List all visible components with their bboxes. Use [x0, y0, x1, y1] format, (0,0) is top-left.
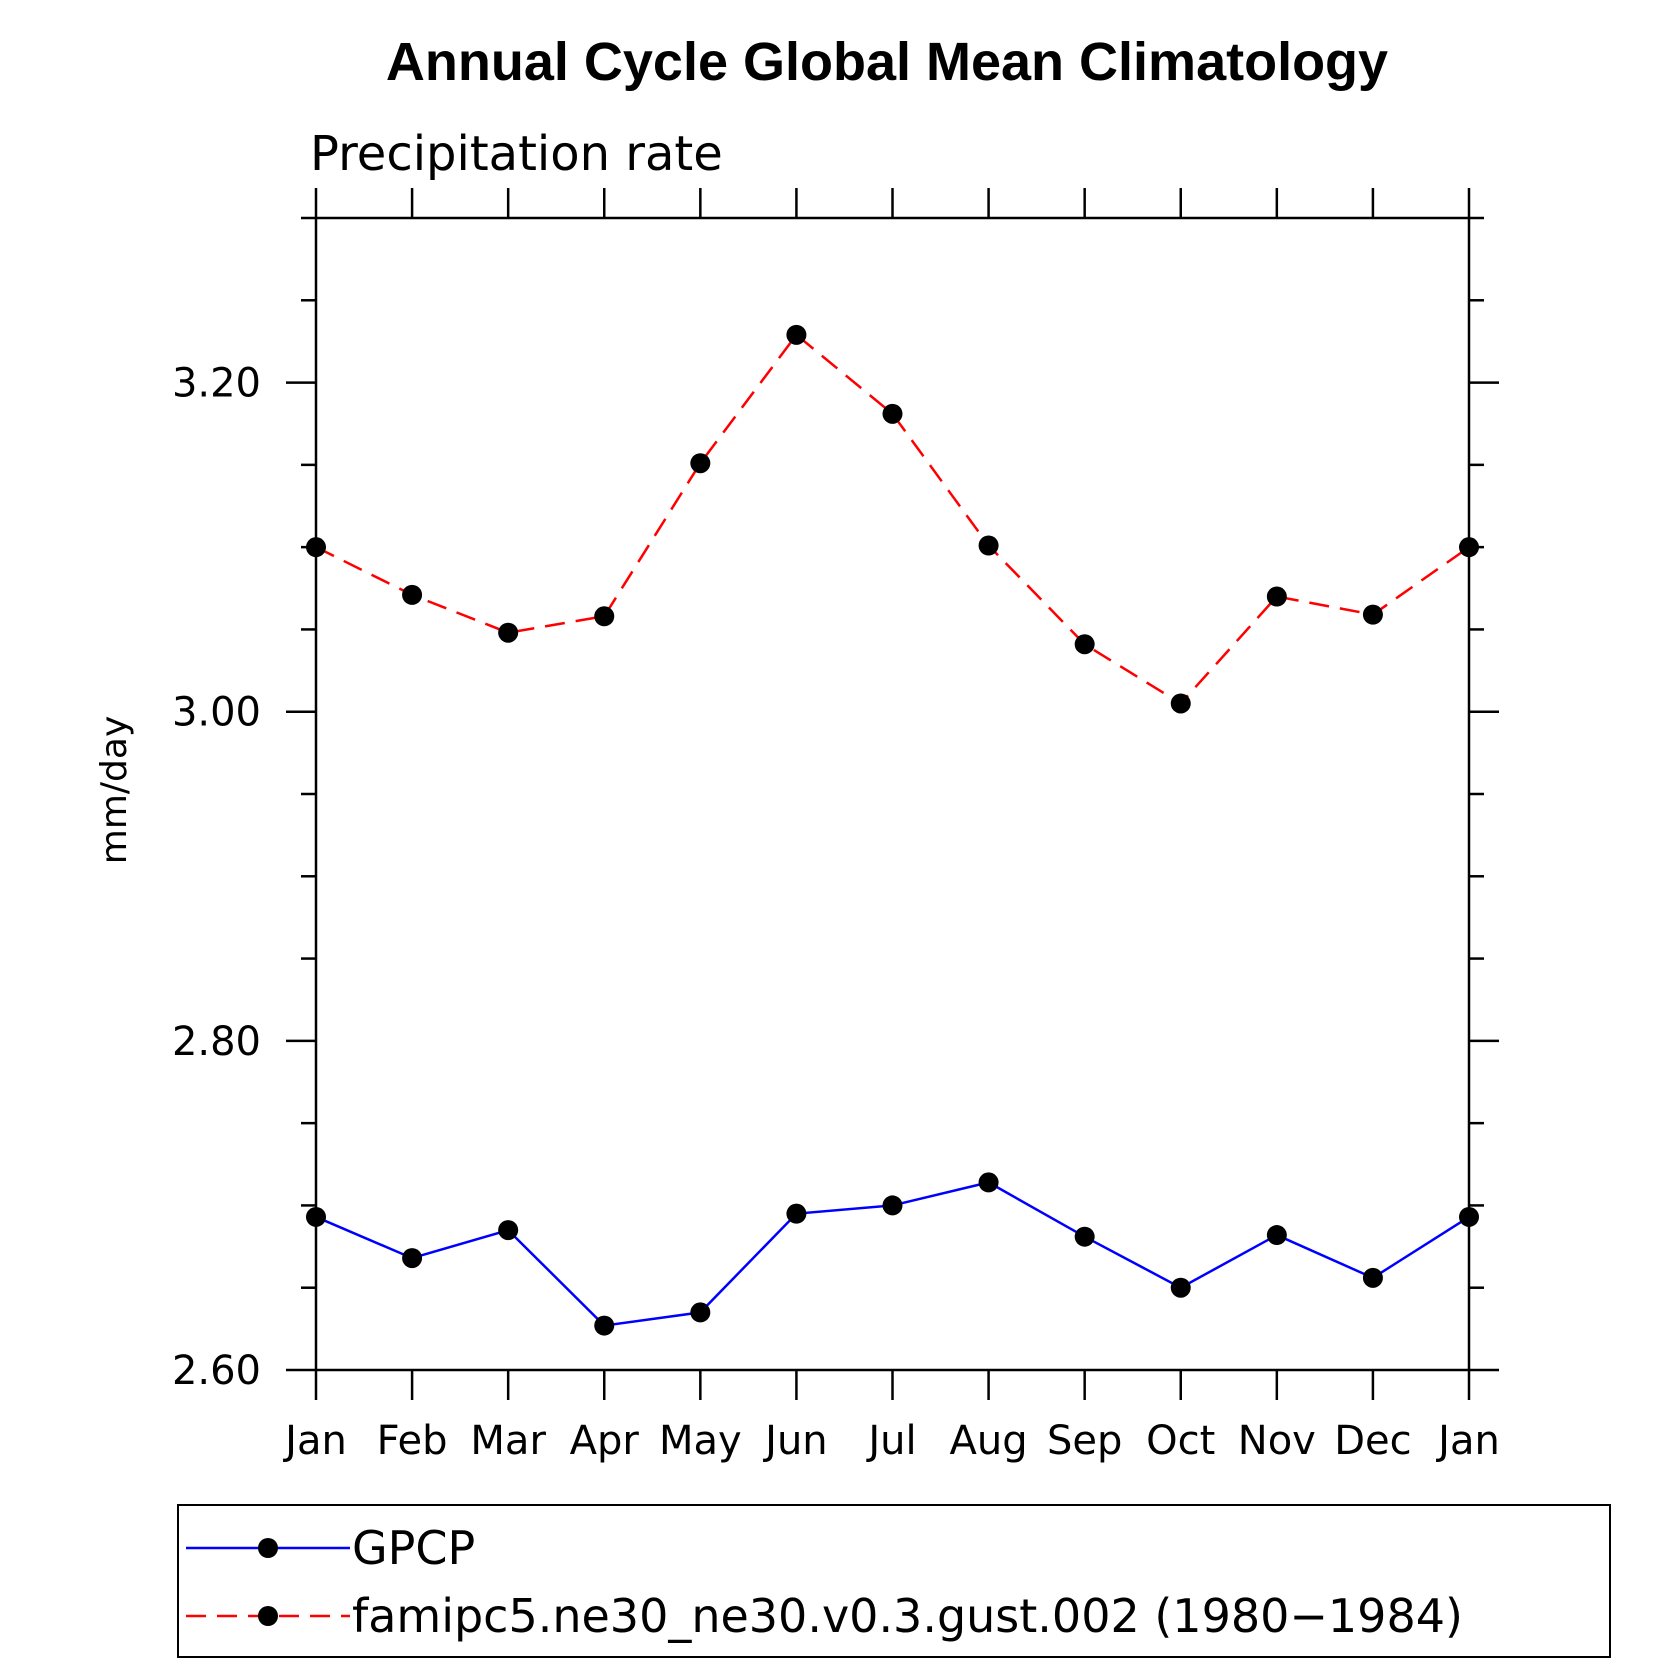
data-point: [882, 403, 903, 424]
legend-marker-2: [258, 1606, 278, 1626]
data-point: [1074, 1226, 1095, 1247]
chart-subtitle: Precipitation rate: [310, 126, 723, 182]
data-point: [690, 1302, 711, 1323]
y-tick-label: 2.80: [172, 1019, 261, 1065]
data-point: [1170, 1277, 1191, 1298]
x-tick-label: Apr: [570, 1418, 640, 1464]
data-point: [1266, 586, 1287, 607]
x-tick-label: Oct: [1146, 1418, 1215, 1464]
data-point: [594, 1315, 615, 1336]
data-point: [1362, 604, 1383, 625]
y-tick-label: 3.00: [172, 690, 261, 736]
data-point: [786, 324, 807, 345]
data-point: [306, 537, 326, 558]
y-tick-label: 3.20: [172, 361, 261, 407]
data-point: [690, 453, 711, 474]
legend-box: [177, 1504, 1611, 1658]
data-point: [1074, 634, 1095, 655]
x-tick-label: Jul: [865, 1418, 916, 1464]
x-tick-label: Nov: [1238, 1418, 1316, 1464]
legend: GPCP famipc5.ne30_ne30.v0.3.gust.002 (198…: [177, 1504, 1611, 1658]
x-tick-label: May: [659, 1418, 742, 1464]
data-point: [498, 622, 519, 643]
x-tick-label: Aug: [950, 1418, 1028, 1464]
data-point: [1362, 1267, 1383, 1288]
series-line-2: [315, 333, 1470, 706]
data-point: [1266, 1225, 1287, 1246]
x-tick-label: Feb: [377, 1418, 448, 1464]
series-points: [306, 324, 1479, 1336]
x-tick-label: Sep: [1047, 1418, 1122, 1464]
legend-label-1: GPCP: [352, 1521, 475, 1575]
y-tick-label: 2.60: [172, 1348, 261, 1394]
data-point: [498, 1220, 519, 1241]
y-tick-labels: 2.60 2.80 3.00 3.20: [172, 361, 261, 1394]
x-tick-label: Jun: [762, 1418, 828, 1464]
series-lines: [315, 333, 1470, 1327]
data-point: [978, 535, 999, 556]
x-tick-label: Mar: [470, 1418, 546, 1464]
legend-marker-1: [258, 1538, 278, 1558]
data-point: [1459, 537, 1479, 558]
data-point: [978, 1172, 999, 1193]
data-point: [402, 584, 423, 605]
x-tick-label: Jan: [1435, 1418, 1500, 1464]
y-axis-label: mm/day: [94, 716, 135, 864]
axis-ticks: [286, 188, 1499, 1400]
x-tick-labels: Jan Feb Mar Apr May Jun Jul Aug Sep Oct Nov Dec Jan: [282, 1418, 1500, 1464]
x-tick-label: Jan: [282, 1418, 347, 1464]
legend-entries: GPCP famipc5.ne30_ne30.v0.3.gust.002 (198…: [186, 1521, 1463, 1643]
data-point: [594, 606, 615, 627]
data-point: [402, 1248, 423, 1269]
chart-title: Annual Cycle Global Mean Climatology: [386, 32, 1388, 92]
data-point: [306, 1206, 326, 1227]
x-tick-label: Dec: [1334, 1418, 1411, 1464]
legend-label-2: famipc5.ne30_ne30.v0.3.gust.002 (1980−19…: [352, 1589, 1463, 1643]
data-point: [882, 1195, 903, 1216]
data-point: [1170, 693, 1191, 714]
data-point: [1459, 1206, 1479, 1227]
data-point: [786, 1203, 807, 1224]
